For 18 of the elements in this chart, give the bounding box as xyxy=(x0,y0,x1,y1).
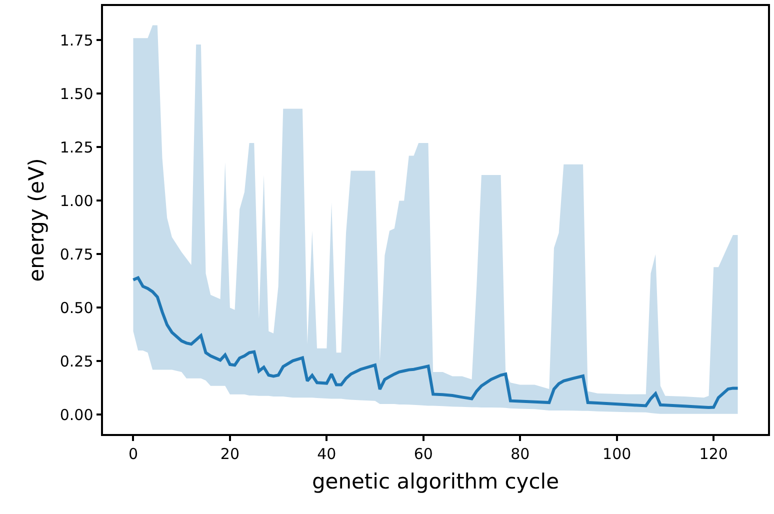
line-series xyxy=(132,276,740,409)
y-tick-label: 1.00 xyxy=(60,192,94,210)
x-tick-label: 20 xyxy=(220,444,240,463)
x-axis-title: genetic algorithm cycle xyxy=(312,469,560,494)
y-tick-label: 0.00 xyxy=(60,406,94,424)
y-tick-label: 0.75 xyxy=(60,245,94,264)
x-tick-label: 100 xyxy=(602,444,632,463)
y-tick-label: 1.50 xyxy=(60,84,94,103)
y-tick-label: 1.75 xyxy=(60,31,94,50)
y-axis-title: energy (eV) xyxy=(24,158,48,282)
x-tick-label: 60 xyxy=(414,444,433,463)
y-tick-label: 1.25 xyxy=(60,138,94,156)
y-tick-label: 0.25 xyxy=(60,352,94,370)
y-tick-label: 0.50 xyxy=(60,298,94,317)
x-tick-label: 0 xyxy=(128,444,138,463)
x-tick-label: 120 xyxy=(699,444,728,463)
x-tick-label: 80 xyxy=(510,444,530,463)
x-tick-label: 40 xyxy=(317,444,336,463)
